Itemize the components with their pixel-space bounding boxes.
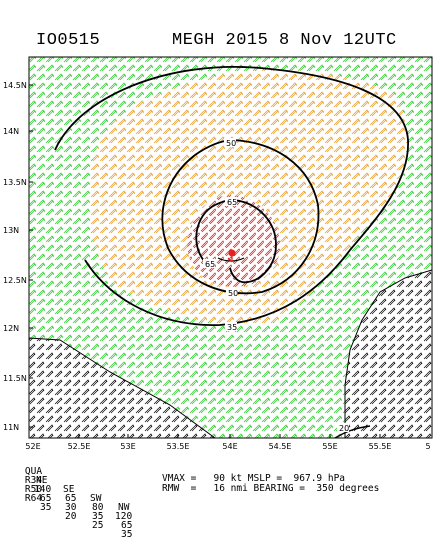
lon-label: 52.5E: [67, 442, 91, 451]
contour-label-50-upper: 50: [226, 139, 236, 148]
radii-cell: 65: [121, 520, 133, 531]
lat-label: 12.5N: [3, 276, 27, 285]
contour-label-20: 20: [339, 424, 349, 433]
wind-field-map: 50 65 65 50 35 20: [28, 56, 433, 439]
radii-cell: 25: [92, 520, 104, 531]
radii-cell: 30: [65, 502, 77, 513]
radii-col-header: SW: [90, 493, 102, 504]
contour-label: 50: [224, 138, 236, 148]
lat-label: 11.5N: [3, 374, 27, 383]
lon-label: 53E: [120, 442, 136, 451]
isotach-35: [54, 66, 409, 326]
radii-cell: 35: [40, 502, 52, 513]
lat-label: 14N: [3, 127, 20, 136]
storm-title: MEGH 2015 8 Nov 12UTC: [172, 31, 397, 50]
radii-cell: R50: [24, 484, 43, 495]
contour-label: 35: [225, 322, 237, 332]
lon-label: 5: [425, 442, 431, 451]
radii-col-header: SE: [63, 484, 75, 495]
radii-cell: 120: [115, 511, 133, 522]
lon-label: 54.5E: [268, 442, 292, 451]
coastline-east: [344, 269, 432, 438]
radii-cell: 35: [92, 511, 104, 522]
contour-label-35: 35: [227, 323, 237, 332]
storm-id: IO0515: [36, 31, 101, 50]
contour-label: 50: [226, 288, 238, 298]
radii-col-header: NW: [118, 502, 130, 513]
radii-col-header: NE: [36, 475, 48, 486]
radii-col-header: QUA: [24, 466, 43, 477]
radii-cell: 35: [121, 529, 133, 540]
lat-label: 13N: [3, 226, 20, 235]
lat-label: 12N: [3, 324, 20, 333]
radii-cell: 20: [65, 511, 77, 522]
lon-label: 55E: [322, 442, 338, 451]
contour-label-65-upper: 65: [227, 198, 237, 207]
radii-cell: R64: [24, 493, 43, 504]
isotach-20: [334, 425, 371, 438]
axis-ticks: [29, 84, 381, 438]
contour-label-50-lower: 50: [228, 289, 238, 298]
radii-cell: 80: [92, 502, 104, 513]
r50-wind-area-barbs: [88, 69, 407, 326]
land-area-southwest-barbs: [29, 338, 215, 438]
lon-label: 54E: [222, 442, 238, 451]
radii-row-r64: R64 35 20 25 35: [2, 485, 133, 548]
land-area-southeast-barbs: [345, 270, 432, 438]
radii-cell: 65: [65, 493, 77, 504]
contour-label-65-lower: 65: [205, 260, 215, 269]
intensity-line-1: VMAX = 90 kt MSLP = 967.9 hPa: [162, 473, 346, 484]
radii-cell: 65: [40, 493, 52, 504]
storm-center-icon: [227, 249, 236, 263]
lon-label: 55.5E: [368, 442, 392, 451]
lat-label: 11N: [3, 423, 20, 432]
lon-label: 52E: [25, 442, 41, 451]
lon-label: 53.5E: [166, 442, 190, 451]
contour-label: 65: [203, 259, 215, 269]
contour-label: 65: [225, 197, 237, 207]
radii-cell: R34: [24, 475, 43, 486]
lat-label: 13.5N: [3, 178, 27, 187]
contour-label: 20: [337, 423, 349, 433]
radii-cell: 140: [34, 484, 52, 495]
intensity-line-2: RMW = 16 nmi BEARING = 350 degrees: [162, 483, 380, 494]
lat-label: 14.5N: [3, 81, 27, 90]
coastline-west: [29, 337, 216, 438]
